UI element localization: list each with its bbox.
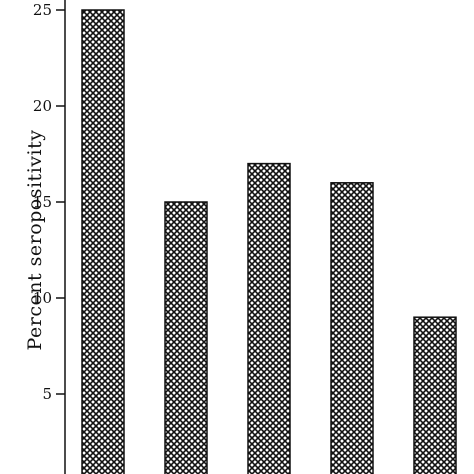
bar	[81, 9, 125, 474]
y-axis-title: Percent seropositivity	[24, 130, 46, 351]
y-tick-label: 20	[33, 97, 52, 115]
bars	[81, 9, 457, 474]
y-axis-ticks: 5 10 15 20 25	[33, 1, 65, 403]
y-tick-label: 15	[33, 193, 52, 211]
bar	[247, 162, 291, 474]
y-axis-title-group: Percent seropositivity	[24, 130, 46, 351]
y-tick-label: 10	[33, 289, 52, 307]
y-tick-label: 25	[33, 1, 52, 19]
bar	[330, 182, 374, 474]
y-tick-label: 5	[42, 385, 52, 403]
bar	[164, 201, 208, 474]
bar	[413, 316, 457, 474]
